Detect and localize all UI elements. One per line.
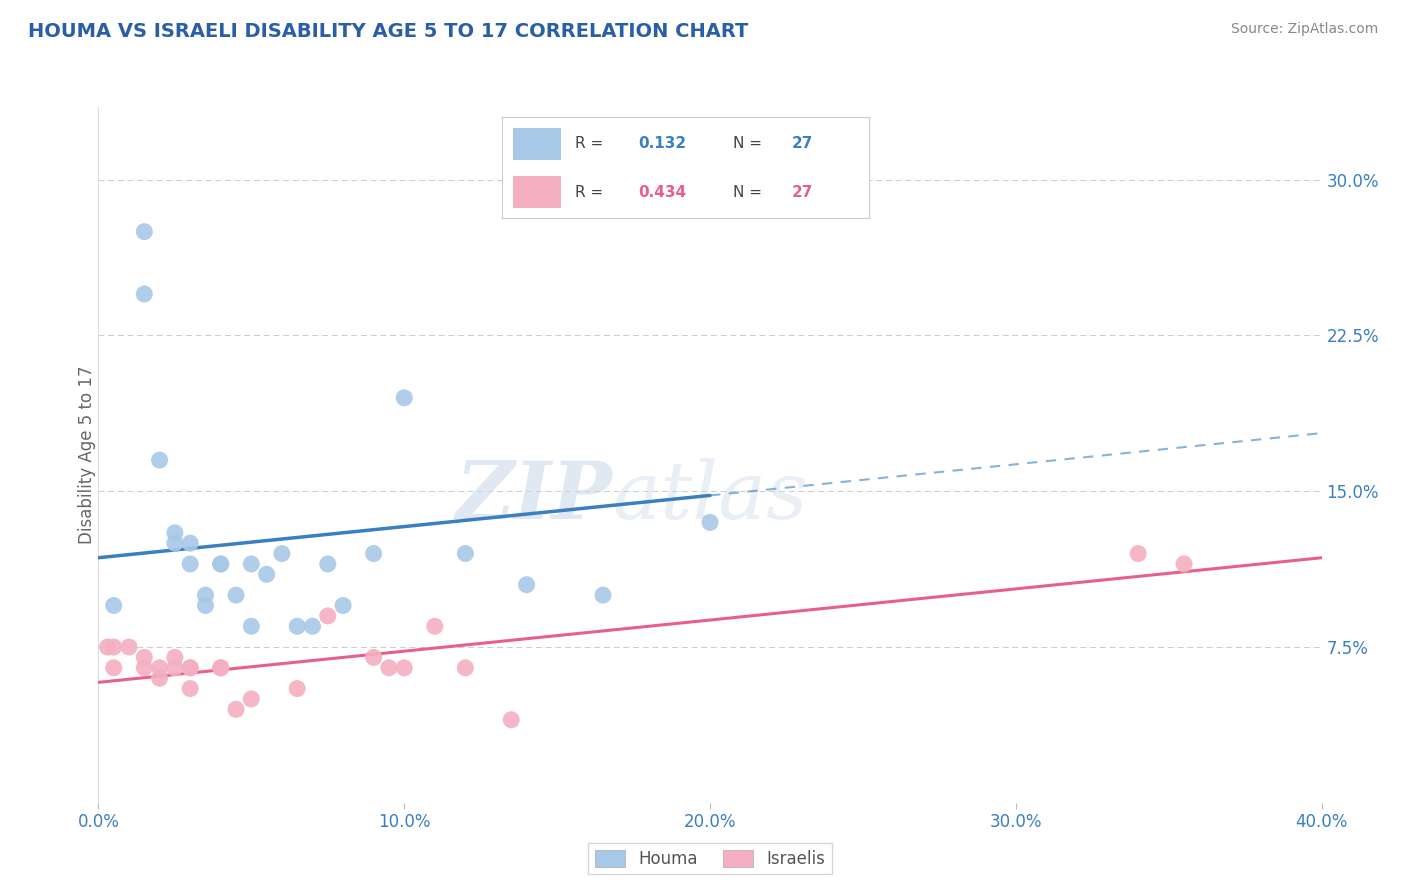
Point [332,599,354,613]
Point [209,557,232,571]
Point [134,225,156,239]
Point [240,557,263,571]
Text: Source: ZipAtlas.com: Source: ZipAtlas.com [1230,22,1378,37]
Point [454,547,477,561]
Point [149,671,172,685]
Point [240,692,263,706]
Point [392,661,416,675]
Point [118,640,141,654]
Point [285,619,308,633]
Point [163,536,186,550]
Point [301,619,323,633]
Point [240,619,263,633]
Point [134,661,156,675]
Point [363,650,385,665]
Point [149,453,172,467]
Text: atlas: atlas [612,458,807,535]
Legend: Houma, Israelis: Houma, Israelis [588,843,832,874]
Point [256,567,278,582]
Point [423,619,446,633]
Point [163,525,186,540]
Y-axis label: Disability Age 5 to 17: Disability Age 5 to 17 [79,366,96,544]
Point [194,599,217,613]
Point [392,391,416,405]
Point [378,661,401,675]
Point [316,557,339,571]
Point [134,287,156,301]
Point [134,650,156,665]
Point [501,713,523,727]
Point [179,536,201,550]
Point [194,588,217,602]
Point [163,650,186,665]
Point [592,588,614,602]
Point [97,640,120,654]
Point [209,661,232,675]
Point [285,681,308,696]
Point [316,608,339,623]
Point [699,516,721,530]
Point [270,547,292,561]
Point [1173,557,1195,571]
Point [149,661,172,675]
Point [209,661,232,675]
Point [103,661,125,675]
Point [1128,547,1150,561]
Point [103,599,125,613]
Point [179,661,201,675]
Point [179,681,201,696]
Point [103,640,125,654]
Text: ZIP: ZIP [456,458,612,535]
Point [225,702,247,716]
Point [363,547,385,561]
Point [209,557,232,571]
Point [179,557,201,571]
Text: HOUMA VS ISRAELI DISABILITY AGE 5 TO 17 CORRELATION CHART: HOUMA VS ISRAELI DISABILITY AGE 5 TO 17 … [28,22,748,41]
Point [179,661,201,675]
Point [225,588,247,602]
Point [454,661,477,675]
Point [163,661,186,675]
Point [516,578,538,592]
